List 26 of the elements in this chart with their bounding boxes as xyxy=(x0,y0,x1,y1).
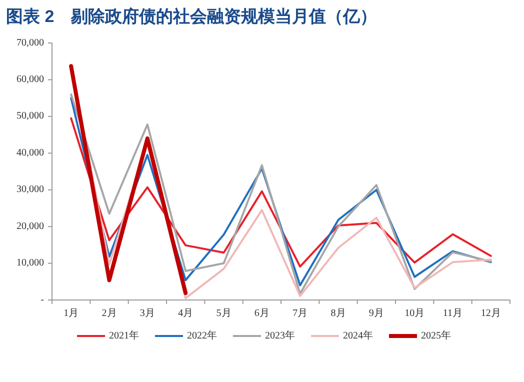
x-tick-label: 5月 xyxy=(216,308,232,319)
x-tick-label: 7月 xyxy=(292,308,308,319)
legend-label: 2025年 xyxy=(421,329,451,342)
x-tick-label: 3月 xyxy=(140,308,155,319)
x-tick-label: 2月 xyxy=(102,308,117,319)
y-tick-label: 50,000 xyxy=(16,110,44,122)
x-tick-label: 8月 xyxy=(330,308,346,319)
y-tick-label: 70,000 xyxy=(16,37,44,48)
legend-label: 2023年 xyxy=(265,329,295,342)
y-tick-label: 10,000 xyxy=(16,258,44,269)
x-tick-label: 10月 xyxy=(404,308,425,319)
x-tick-label: 9月 xyxy=(368,308,384,319)
legend-label: 2024年 xyxy=(343,329,373,342)
y-tick-label: 60,000 xyxy=(16,74,44,86)
y-tick-label: 40,000 xyxy=(16,147,44,158)
x-tick-label: 1月 xyxy=(64,308,79,319)
legend-label: 2022年 xyxy=(187,329,217,342)
y-tick-label: 30,000 xyxy=(16,184,44,196)
y-tick-label: - xyxy=(40,294,44,306)
x-tick-label: 12月 xyxy=(480,308,501,319)
x-tick-label: 6月 xyxy=(254,308,270,319)
legend-label: 2021年 xyxy=(109,329,139,342)
x-tick-label: 11月 xyxy=(442,308,463,319)
x-tick-label: 4月 xyxy=(178,308,194,319)
chart-title: 图表 2 剔除政府债的社会融资规模当月值（亿） xyxy=(6,7,378,26)
y-tick-label: 20,000 xyxy=(16,220,44,232)
